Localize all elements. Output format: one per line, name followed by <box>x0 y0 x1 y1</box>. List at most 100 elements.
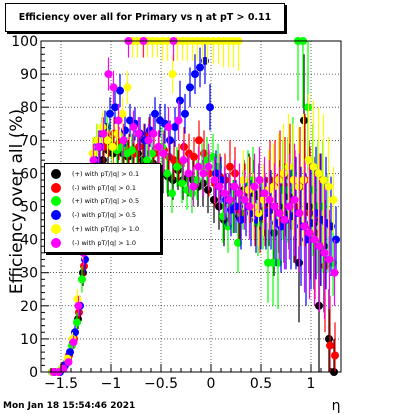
data-point <box>204 162 213 171</box>
legend-marker <box>51 196 61 207</box>
y-tick-label: 30 <box>20 266 38 282</box>
data-point <box>310 235 319 244</box>
data-point <box>299 176 308 185</box>
legend-label: (-) with pT/|q| > 0.1 <box>72 183 137 192</box>
data-point <box>225 195 234 204</box>
data-point <box>199 169 208 178</box>
x-axis-label: η <box>332 398 341 414</box>
data-point <box>144 136 153 145</box>
data-point <box>284 162 293 171</box>
data-point <box>309 162 318 171</box>
y-tick-label: 100 <box>11 34 38 50</box>
data-point <box>164 123 173 132</box>
data-point <box>116 86 124 95</box>
data-point <box>280 215 289 224</box>
x-tick-label: −1 <box>101 376 122 392</box>
data-point <box>148 149 156 158</box>
data-point <box>143 156 151 165</box>
data-point <box>64 358 73 367</box>
data-point <box>169 176 177 185</box>
data-point <box>330 268 339 277</box>
data-point <box>171 123 179 132</box>
data-point <box>188 189 196 198</box>
data-point <box>118 109 127 118</box>
data-point <box>234 238 242 247</box>
x-tick-label: 1 <box>307 376 316 392</box>
data-point <box>195 136 203 145</box>
data-point <box>285 202 294 211</box>
data-point <box>168 189 176 198</box>
y-tick-label: 80 <box>20 100 38 116</box>
data-point <box>325 255 334 264</box>
data-point <box>206 103 214 112</box>
data-point <box>78 275 86 284</box>
data-point <box>93 136 102 145</box>
data-point <box>181 109 189 118</box>
data-point <box>89 156 98 165</box>
data-point <box>325 334 333 343</box>
legend-entry: (-) with pT/|q| > 0.1 <box>45 182 160 195</box>
data-point <box>244 185 253 194</box>
data-point <box>326 341 334 350</box>
y-tick-label: 50 <box>20 200 38 216</box>
data-point <box>235 189 244 198</box>
legend-entry: (-) with pT/|q| > 1.0 <box>45 237 160 250</box>
y-tick-label: 60 <box>20 166 38 182</box>
data-point <box>260 189 269 198</box>
legend: (+) with pT/|q| > 0.1 (-) with pT/|q| > 0… <box>44 163 161 253</box>
series-5 <box>49 37 339 376</box>
legend-label: (+) with pT/|q| > 0.1 <box>72 170 140 178</box>
data-point <box>289 176 298 185</box>
data-point <box>196 63 204 72</box>
timestamp-footer: Mon Jan 18 15:54:46 2021 <box>3 401 136 411</box>
y-tick-label: 20 <box>20 299 38 315</box>
data-point <box>240 195 249 204</box>
data-point <box>232 202 240 211</box>
data-point <box>114 116 123 125</box>
data-point <box>123 83 132 92</box>
data-point <box>304 156 313 165</box>
data-point <box>324 182 333 191</box>
data-point <box>184 169 193 178</box>
data-point <box>106 109 114 118</box>
data-point <box>103 136 112 145</box>
y-tick-label: 10 <box>20 332 38 348</box>
data-point <box>295 209 304 218</box>
data-point <box>314 169 323 178</box>
legend-entry: (+) with pT/|q| > 1.0 <box>45 223 160 236</box>
y-tick-label: 70 <box>20 133 38 149</box>
data-point <box>119 136 128 145</box>
x-tick-label: 0 <box>207 376 216 392</box>
data-point <box>259 195 268 204</box>
data-point <box>149 129 158 138</box>
data-point <box>255 176 264 185</box>
legend-label: (+) with pT/|q| > 0.5 <box>72 197 140 206</box>
data-point <box>178 179 186 188</box>
legend-marker <box>51 237 61 248</box>
legend-label: (+) with pT/|q| > 1.0 <box>72 224 140 233</box>
data-point <box>315 242 324 251</box>
data-point <box>176 96 184 105</box>
data-point <box>163 169 171 178</box>
data-point <box>269 182 278 191</box>
y-tick-label: 90 <box>20 67 38 83</box>
legend-marker <box>51 223 61 234</box>
data-point <box>254 209 263 218</box>
data-point <box>274 176 283 185</box>
axis-ticks: 0 10 20 30 40 50 60 70 80 90 100 −1.5 −1 −0.5 0 0.5 1 <box>11 34 342 392</box>
data-point <box>99 156 107 165</box>
data-point <box>279 169 288 178</box>
data-point <box>239 176 248 185</box>
data-point <box>215 182 224 191</box>
legend-marker <box>51 182 61 193</box>
data-point <box>186 83 194 92</box>
x-tick-label: −1.5 <box>44 376 78 392</box>
data-point <box>226 162 234 171</box>
legend-label: (-) with pT/|q| > 1.0 <box>72 238 137 247</box>
data-point <box>305 228 314 237</box>
y-tick-label: 40 <box>20 233 38 249</box>
data-point <box>237 215 245 224</box>
data-point <box>329 195 338 204</box>
data-point <box>94 142 103 151</box>
data-point <box>166 136 174 145</box>
